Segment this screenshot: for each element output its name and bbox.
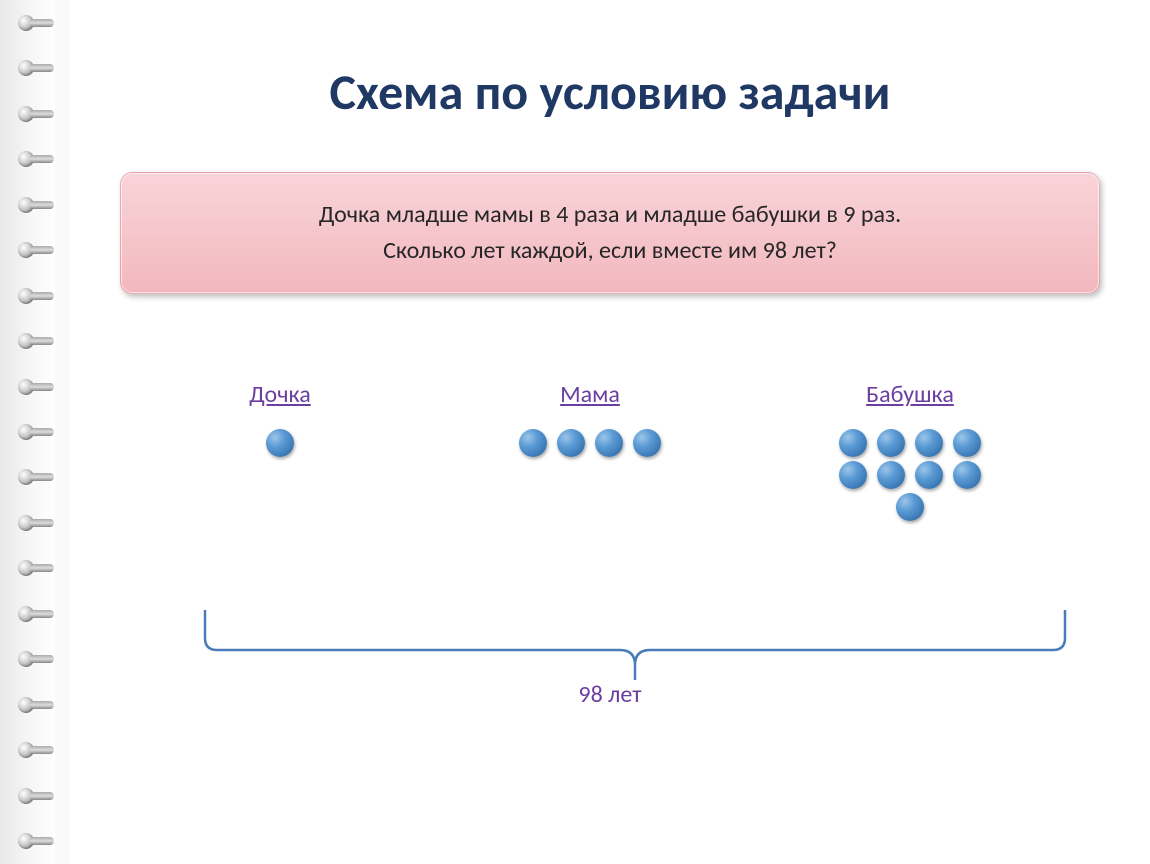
slide-title: Схема по условию задачи bbox=[70, 62, 1150, 123]
dot bbox=[557, 429, 585, 457]
dot bbox=[896, 493, 924, 521]
diagram-area: Дочка Мама Бабушка 98 лет bbox=[120, 380, 1100, 760]
dot bbox=[877, 461, 905, 489]
dots-mother bbox=[490, 429, 690, 457]
dot bbox=[877, 429, 905, 457]
dot bbox=[915, 461, 943, 489]
dot bbox=[839, 429, 867, 457]
problem-statement-box: Дочка младше мамы в 4 раза и младше бабу… bbox=[120, 172, 1100, 294]
dot bbox=[266, 429, 294, 457]
problem-line-1: Дочка младше мамы в 4 раза и младше бабу… bbox=[319, 200, 901, 229]
group-daughter: Дочка bbox=[220, 380, 340, 457]
group-grandma: Бабушка bbox=[800, 380, 1020, 521]
group-label-daughter: Дочка bbox=[220, 380, 340, 409]
group-label-grandma: Бабушка bbox=[800, 380, 1020, 409]
dot bbox=[953, 429, 981, 457]
group-label-mother: Мама bbox=[490, 380, 690, 409]
bracket-label: 98 лет bbox=[120, 680, 1100, 709]
dot bbox=[633, 429, 661, 457]
dot bbox=[953, 461, 981, 489]
spiral-binding bbox=[0, 0, 55, 864]
dot bbox=[915, 429, 943, 457]
dot bbox=[519, 429, 547, 457]
slide-content: Схема по условию задачи Дочка младше мам… bbox=[70, 0, 1150, 864]
problem-line-2: Сколько лет каждой, если вместе им 98 ле… bbox=[383, 236, 837, 265]
group-mother: Мама bbox=[490, 380, 690, 457]
dot bbox=[839, 461, 867, 489]
dots-grandma bbox=[800, 429, 1020, 521]
bracket bbox=[200, 610, 1070, 690]
dots-daughter bbox=[220, 429, 340, 457]
dot bbox=[595, 429, 623, 457]
